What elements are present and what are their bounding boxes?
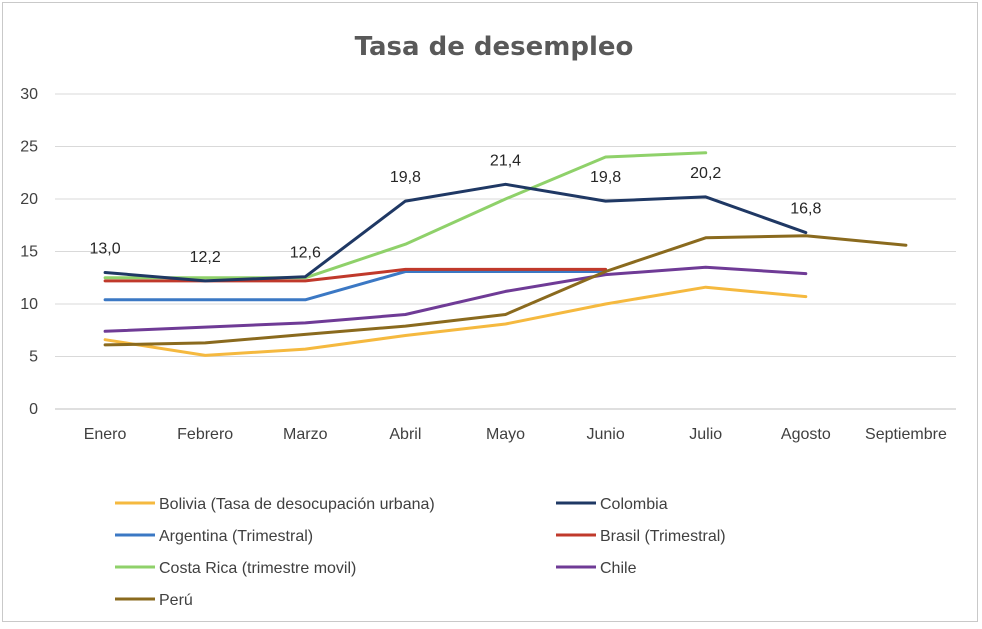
chart-svg: Tasa de desempleo 0 5 10 15 20 25 30 Enero Febrer… <box>20 32 956 609</box>
legend-label: Argentina (Trimestral) <box>159 528 313 545</box>
x-tick-label: Febrero <box>177 426 233 443</box>
data-label: 19,8 <box>390 169 421 186</box>
data-label: 20,2 <box>690 165 721 182</box>
series-line-bolivia <box>103 285 808 357</box>
data-label: 13,0 <box>89 241 120 258</box>
x-tick-label: Mayo <box>486 426 525 443</box>
x-tick-label: Julio <box>689 426 722 443</box>
legend-label: Perú <box>159 592 193 609</box>
chart-title: Tasa de desempleo <box>355 32 634 62</box>
legend-label: Bolivia (Tasa de desocupación urbana) <box>159 496 435 513</box>
x-tick-label: Abril <box>389 426 421 443</box>
legend-label: Brasil (Trimestral) <box>600 528 726 545</box>
x-tick-label: Junio <box>586 426 624 443</box>
legend-label: Costa Rica (trimestre movil) <box>159 560 356 577</box>
x-tick-label: Septiembre <box>865 426 947 443</box>
data-label: 12,6 <box>290 245 321 262</box>
series-line-chile <box>103 265 808 333</box>
series-line-argentina <box>103 270 608 302</box>
y-tick-label: 5 <box>29 349 38 366</box>
legend-label: Colombia <box>600 496 668 513</box>
x-tick-label: Agosto <box>781 426 831 443</box>
x-tick-label: Enero <box>84 426 127 443</box>
data-label: 12,2 <box>190 249 221 266</box>
x-tick-label: Marzo <box>283 426 328 443</box>
y-tick-label: 10 <box>20 296 38 313</box>
data-label: 21,4 <box>490 152 521 169</box>
series-line-costa <box>103 151 708 280</box>
data-label: 19,8 <box>590 169 621 186</box>
chart-frame: Tasa de desempleo 0 5 10 15 20 25 30 Enero Febrer… <box>2 2 978 622</box>
data-label: 16,8 <box>790 201 821 218</box>
series-line-colombia <box>103 182 808 283</box>
y-tick-label: 15 <box>20 244 38 261</box>
series-line-perú <box>103 234 908 347</box>
y-tick-label: 25 <box>20 139 38 156</box>
y-tick-label: 0 <box>29 401 38 418</box>
y-tick-label: 20 <box>20 191 38 208</box>
y-tick-label: 30 <box>20 86 38 103</box>
legend-label: Chile <box>600 560 637 577</box>
